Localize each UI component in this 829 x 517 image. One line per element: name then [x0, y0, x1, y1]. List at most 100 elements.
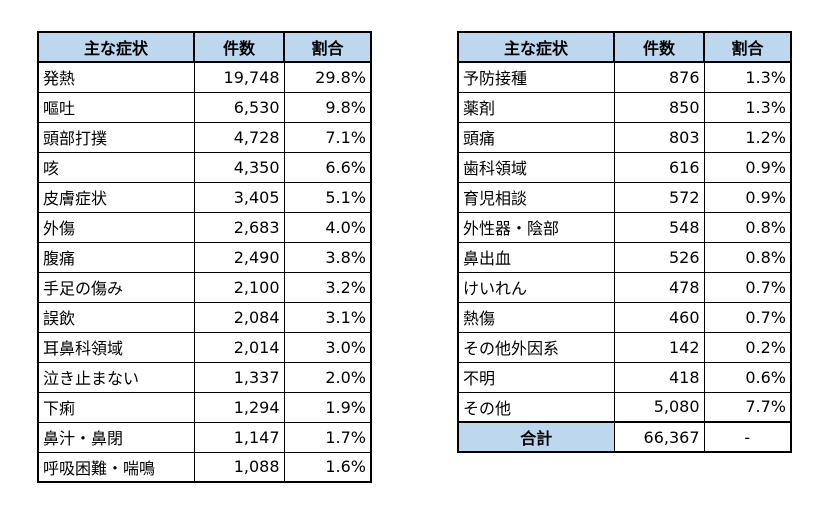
- symptom-cell: 下痢: [37, 391, 195, 423]
- table-row: 薬剤 850 1.3%: [457, 91, 792, 123]
- total-row: 合計 66,367 -: [457, 421, 792, 453]
- total-count: 66,367: [613, 421, 705, 453]
- count-cell: 2,490: [193, 241, 285, 273]
- table-row: 鼻汁・鼻閉 1,147 1.7%: [37, 421, 372, 453]
- symptom-cell: 頭部打撲: [37, 121, 195, 153]
- symptom-cell: 嘔吐: [37, 91, 195, 123]
- total-label: 合計: [457, 421, 615, 453]
- count-cell: 4,350: [193, 151, 285, 183]
- count-cell: 616: [613, 151, 705, 183]
- ratio-cell: 1.3%: [703, 61, 792, 93]
- ratio-cell: 9.8%: [283, 91, 372, 123]
- symptom-cell: 外傷: [37, 211, 195, 243]
- count-cell: 1,088: [193, 451, 285, 483]
- ratio-cell: 4.0%: [283, 211, 372, 243]
- table-row: 熱傷 460 0.7%: [457, 301, 792, 333]
- symptom-cell: 呼吸困難・喘鳴: [37, 451, 195, 483]
- table-row: 歯科領域 616 0.9%: [457, 151, 792, 183]
- count-cell: 478: [613, 271, 705, 303]
- count-cell: 1,147: [193, 421, 285, 453]
- ratio-cell: 3.0%: [283, 331, 372, 363]
- right-header-row: 主な症状 件数 割合: [457, 31, 792, 63]
- symptom-cell: 頭痛: [457, 121, 615, 153]
- header-count: 件数: [613, 31, 705, 63]
- header-count: 件数: [193, 31, 285, 63]
- ratio-cell: 1.6%: [283, 451, 372, 483]
- count-cell: 3,405: [193, 181, 285, 213]
- count-cell: 850: [613, 91, 705, 123]
- table-row: 誤飲 2,084 3.1%: [37, 301, 372, 333]
- left-symptom-table: 主な症状 件数 割合 発熱 19,748 29.8% 嘔吐 6,530 9.8% 頭部打撲 4…: [37, 31, 372, 483]
- ratio-cell: 29.8%: [283, 61, 372, 93]
- table-row: 泣き止まない 1,337 2.0%: [37, 361, 372, 393]
- ratio-cell: 1.7%: [283, 421, 372, 453]
- count-cell: 572: [613, 181, 705, 213]
- ratio-cell: 0.7%: [703, 271, 792, 303]
- ratio-cell: 0.2%: [703, 331, 792, 363]
- count-cell: 2,084: [193, 301, 285, 333]
- count-cell: 5,080: [613, 391, 705, 423]
- ratio-cell: 7.7%: [703, 391, 792, 423]
- symptom-cell: 泣き止まない: [37, 361, 195, 393]
- symptom-cell: 熱傷: [457, 301, 615, 333]
- table-row: 腹痛 2,490 3.8%: [37, 241, 372, 273]
- ratio-cell: 1.2%: [703, 121, 792, 153]
- count-cell: 2,683: [193, 211, 285, 243]
- symptom-cell: 誤飲: [37, 301, 195, 333]
- header-symptom: 主な症状: [37, 31, 195, 63]
- count-cell: 142: [613, 331, 705, 363]
- header-ratio: 割合: [703, 31, 792, 63]
- symptom-cell: 薬剤: [457, 91, 615, 123]
- ratio-cell: 1.3%: [703, 91, 792, 123]
- ratio-cell: 0.6%: [703, 361, 792, 393]
- header-ratio: 割合: [283, 31, 372, 63]
- header-symptom: 主な症状: [457, 31, 615, 63]
- count-cell: 19,748: [193, 61, 285, 93]
- symptom-cell: 歯科領域: [457, 151, 615, 183]
- table-row: 頭痛 803 1.2%: [457, 121, 792, 153]
- table-row: その他 5,080 7.7%: [457, 391, 792, 423]
- ratio-cell: 0.7%: [703, 301, 792, 333]
- table-row: 頭部打撲 4,728 7.1%: [37, 121, 372, 153]
- symptom-cell: 鼻出血: [457, 241, 615, 273]
- count-cell: 548: [613, 211, 705, 243]
- ratio-cell: 0.8%: [703, 211, 792, 243]
- symptom-cell: 手足の傷み: [37, 271, 195, 303]
- symptom-cell: 鼻汁・鼻閉: [37, 421, 195, 453]
- symptom-cell: その他: [457, 391, 615, 423]
- symptom-cell: 育児相談: [457, 181, 615, 213]
- left-header-row: 主な症状 件数 割合: [37, 31, 372, 63]
- symptom-cell: 発熱: [37, 61, 195, 93]
- symptom-cell: 咳: [37, 151, 195, 183]
- table-row: 外傷 2,683 4.0%: [37, 211, 372, 243]
- symptom-cell: 不明: [457, 361, 615, 393]
- table-row: 外性器・陰部 548 0.8%: [457, 211, 792, 243]
- count-cell: 2,014: [193, 331, 285, 363]
- count-cell: 418: [613, 361, 705, 393]
- count-cell: 1,337: [193, 361, 285, 393]
- ratio-cell: 0.9%: [703, 181, 792, 213]
- ratio-cell: 3.8%: [283, 241, 372, 273]
- ratio-cell: 3.2%: [283, 271, 372, 303]
- symptom-cell: 予防接種: [457, 61, 615, 93]
- symptom-cell: 外性器・陰部: [457, 211, 615, 243]
- ratio-cell: 0.9%: [703, 151, 792, 183]
- count-cell: 876: [613, 61, 705, 93]
- table-row: 耳鼻科領域 2,014 3.0%: [37, 331, 372, 363]
- table-row: 呼吸困難・喘鳴 1,088 1.6%: [37, 451, 372, 483]
- count-cell: 4,728: [193, 121, 285, 153]
- ratio-cell: 5.1%: [283, 181, 372, 213]
- symptom-cell: 耳鼻科領域: [37, 331, 195, 363]
- table-row: 下痢 1,294 1.9%: [37, 391, 372, 423]
- count-cell: 2,100: [193, 271, 285, 303]
- table-row: 鼻出血 526 0.8%: [457, 241, 792, 273]
- table-row: その他外因系 142 0.2%: [457, 331, 792, 363]
- count-cell: 526: [613, 241, 705, 273]
- total-ratio: -: [703, 421, 792, 453]
- table-row: 発熱 19,748 29.8%: [37, 61, 372, 93]
- symptom-cell: けいれん: [457, 271, 615, 303]
- table-row: 手足の傷み 2,100 3.2%: [37, 271, 372, 303]
- ratio-cell: 7.1%: [283, 121, 372, 153]
- table-row: けいれん 478 0.7%: [457, 271, 792, 303]
- count-cell: 1,294: [193, 391, 285, 423]
